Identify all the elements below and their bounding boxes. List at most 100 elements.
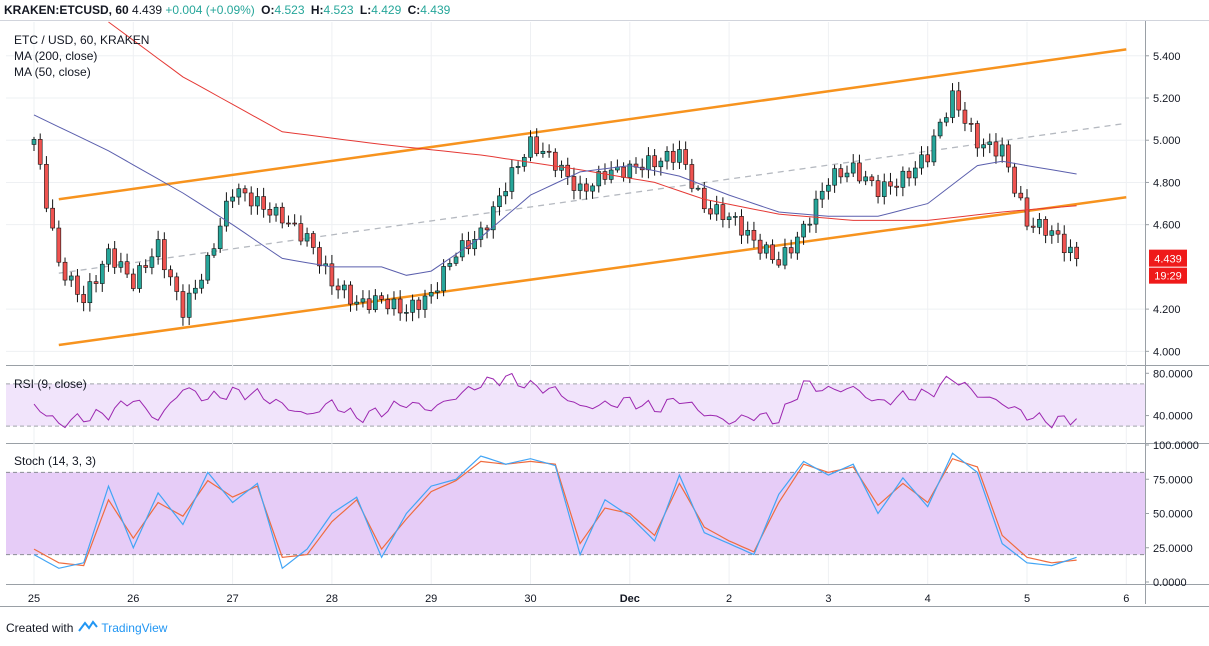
candle-body bbox=[981, 144, 986, 149]
candle-body bbox=[56, 227, 62, 263]
rsi-band bbox=[6, 383, 1145, 427]
ma200-legend[interactable]: MA (200, close) bbox=[14, 49, 98, 63]
candle-body bbox=[770, 244, 775, 260]
y-tick-label: 5.000 bbox=[1153, 135, 1181, 147]
low-label: L: bbox=[359, 3, 372, 17]
ma50-legend[interactable]: MA (50, close) bbox=[14, 65, 91, 79]
candle-body bbox=[155, 239, 161, 258]
candle-body bbox=[677, 149, 682, 163]
candle-body bbox=[975, 123, 980, 149]
candle-body bbox=[447, 263, 453, 267]
candle-body bbox=[999, 144, 1005, 157]
candle-body bbox=[844, 172, 850, 178]
candle-body bbox=[211, 248, 217, 256]
candle-body bbox=[776, 259, 782, 266]
candle-body bbox=[435, 290, 440, 293]
candle-body bbox=[745, 229, 751, 236]
candle-body bbox=[428, 292, 434, 297]
candle-body bbox=[68, 275, 74, 281]
candle-body bbox=[1055, 230, 1061, 235]
candle-body bbox=[968, 123, 974, 125]
price-pane-title[interactable]: ETC / USD, 60, KRAKEN bbox=[14, 33, 150, 47]
candle-body bbox=[733, 216, 738, 218]
close-value: 4.439 bbox=[420, 3, 451, 17]
candle-body bbox=[1018, 192, 1024, 199]
candle-body bbox=[764, 244, 769, 254]
candle-body bbox=[279, 206, 285, 224]
candle-body bbox=[286, 222, 291, 225]
candle-body bbox=[838, 168, 844, 178]
candle-body bbox=[509, 167, 515, 192]
stoch-legend[interactable]: Stoch (14, 3, 3) bbox=[14, 454, 97, 468]
candle-body bbox=[453, 256, 459, 264]
candle-body bbox=[50, 207, 55, 229]
candle-body bbox=[596, 171, 602, 187]
candle-body bbox=[422, 295, 428, 310]
candle-body bbox=[944, 117, 949, 123]
ma200-line bbox=[108, 21, 1077, 221]
candle-body bbox=[919, 154, 924, 169]
candle-body bbox=[584, 183, 589, 192]
candle-body bbox=[248, 192, 254, 207]
candle-body bbox=[689, 164, 695, 189]
candle-body bbox=[658, 160, 664, 168]
candle-body bbox=[857, 162, 862, 182]
x-tick-label: 25 bbox=[28, 593, 40, 605]
candle-body bbox=[81, 294, 86, 304]
x-tick-label: 28 bbox=[326, 593, 338, 605]
candle-body bbox=[1074, 246, 1079, 259]
candle-body bbox=[751, 229, 757, 241]
candle-body bbox=[565, 164, 571, 177]
candle-body bbox=[863, 176, 868, 182]
candle-body bbox=[726, 216, 732, 220]
candle-body bbox=[819, 190, 825, 200]
candle-body bbox=[912, 167, 918, 179]
candle-body bbox=[795, 236, 800, 254]
candle-body bbox=[621, 166, 626, 178]
candle-body bbox=[925, 154, 931, 163]
tradingview-logo-icon bbox=[78, 620, 99, 636]
candle-body bbox=[93, 281, 99, 284]
created-with-text: Created with bbox=[6, 621, 74, 635]
candle-body bbox=[261, 196, 266, 210]
close-label: C: bbox=[407, 3, 421, 17]
candle-body bbox=[62, 261, 68, 281]
rsi-legend[interactable]: RSI (9, close) bbox=[14, 377, 87, 391]
candle-body bbox=[31, 139, 37, 145]
low-value: 4.429 bbox=[371, 3, 402, 17]
candle-body bbox=[342, 284, 347, 291]
high-label: H: bbox=[310, 3, 324, 17]
candle-body bbox=[255, 196, 260, 207]
candle-body bbox=[99, 263, 105, 284]
price-tag bbox=[1149, 249, 1187, 267]
candle-body bbox=[546, 150, 552, 153]
candle-body bbox=[112, 248, 117, 268]
y-tick-label: 4.600 bbox=[1153, 220, 1181, 232]
ma50-line bbox=[33, 114, 1077, 276]
candle-body bbox=[577, 183, 583, 191]
candle-body bbox=[813, 198, 819, 225]
candle-body bbox=[739, 216, 744, 236]
open-value: 4.523 bbox=[274, 3, 305, 17]
candle-body bbox=[875, 180, 881, 197]
candle-body bbox=[720, 204, 726, 220]
candle-body bbox=[385, 299, 391, 310]
candle-body bbox=[335, 285, 341, 291]
channel-upper-line bbox=[58, 48, 1127, 201]
candle-body bbox=[695, 187, 701, 190]
candle-body bbox=[1061, 233, 1067, 254]
candle-body bbox=[1006, 144, 1011, 168]
candle-body bbox=[391, 298, 397, 310]
candle-body bbox=[553, 151, 558, 171]
countdown-tag bbox=[1149, 267, 1187, 284]
tradingview-link[interactable]: TradingView bbox=[101, 621, 168, 635]
candle-body bbox=[304, 233, 310, 242]
candle-body bbox=[373, 295, 378, 310]
candle-body bbox=[850, 162, 856, 174]
candle-body bbox=[298, 223, 304, 242]
candle-body bbox=[75, 275, 80, 295]
candle-body bbox=[484, 227, 490, 231]
candle-body bbox=[956, 90, 962, 111]
candle-body bbox=[205, 254, 211, 281]
